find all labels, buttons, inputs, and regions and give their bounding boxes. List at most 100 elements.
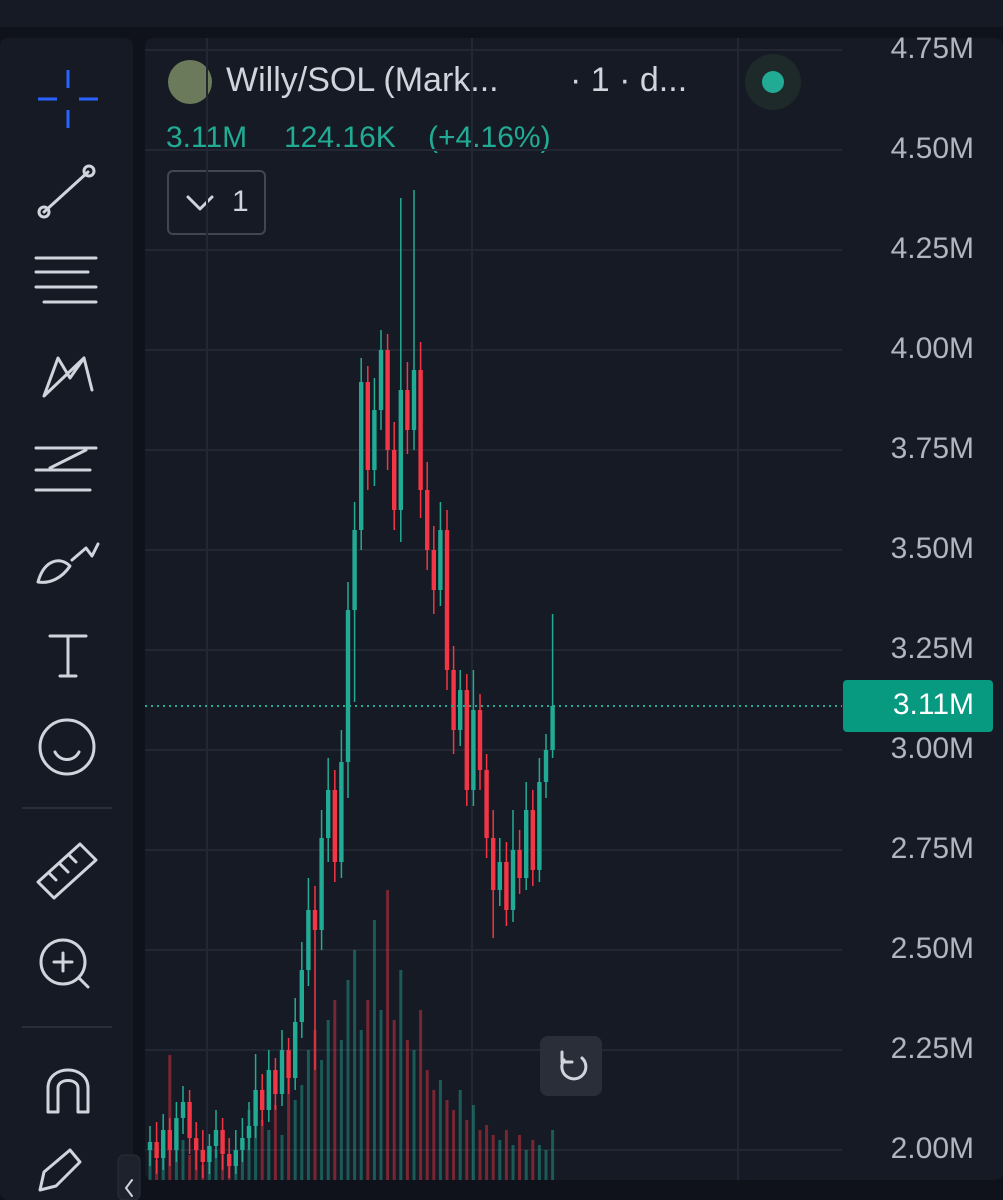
toolbar-separator (22, 807, 112, 1028)
trend-line-icon[interactable] (42, 170, 90, 214)
volume-bar (511, 1145, 515, 1180)
candle-body (438, 530, 443, 590)
candle-body (174, 1118, 179, 1150)
volume-bar (419, 1010, 423, 1180)
prediction-icon[interactable] (34, 446, 98, 492)
last-price-label: 3.11M (893, 688, 974, 721)
chart-panel (145, 38, 1003, 1180)
candle-body (200, 1150, 205, 1162)
candle-body (260, 1090, 265, 1110)
candle-body (207, 1146, 212, 1162)
candle-body (550, 706, 555, 750)
indicator-toggle[interactable] (167, 170, 266, 235)
volume-bar (432, 1090, 436, 1180)
volume-bar (366, 1000, 370, 1180)
y-tick-label: 3.00M (891, 732, 974, 765)
y-tick-label: 2.50M (891, 932, 974, 965)
icon-smile (53, 750, 81, 761)
crosshair-icon[interactable] (38, 70, 98, 128)
volume-bar (181, 1140, 185, 1180)
volume-bar (280, 1135, 284, 1180)
volume-bar (273, 1105, 277, 1180)
pencil-icon[interactable] (38, 1148, 82, 1192)
volume-bar (452, 1110, 456, 1180)
volume-bar (353, 950, 357, 1180)
candle-body (484, 770, 489, 838)
y-tick-label: 2.75M (891, 832, 974, 865)
candle-body (464, 690, 469, 790)
emoji-icon[interactable] (38, 718, 96, 776)
reset-icon (560, 1050, 588, 1081)
volume-bar (445, 1100, 449, 1180)
magnet-icon[interactable] (46, 1068, 90, 1114)
brush-icon[interactable] (36, 542, 100, 584)
volume-bar (544, 1150, 548, 1180)
candle-body (405, 390, 410, 430)
fib-icon[interactable] (34, 256, 98, 304)
candle-body (451, 670, 456, 730)
volume-bar (399, 970, 403, 1180)
last-price-box (843, 680, 993, 732)
y-tick-label: 4.50M (891, 132, 974, 165)
candle-body (504, 862, 509, 910)
icon-dot (82, 164, 96, 178)
collapse-button[interactable] (117, 1154, 141, 1200)
indicator-count[interactable]: 1 (232, 185, 249, 218)
candle-body (187, 1102, 192, 1138)
volume-bar (386, 890, 390, 1180)
change: 124.16K (284, 121, 396, 154)
volume-bar (551, 1130, 555, 1180)
plot (145, 38, 842, 1180)
candle-body (537, 782, 542, 870)
candle-body (240, 1138, 245, 1150)
volume-bar (168, 1055, 172, 1180)
candle-body (458, 690, 463, 730)
toolbar-icons[interactable] (22, 70, 112, 1192)
volume-bar (333, 1000, 337, 1180)
y-tick-label: 4.00M (891, 332, 974, 365)
candle-body (491, 838, 496, 890)
candle-body (161, 1130, 166, 1158)
candle-body (431, 550, 436, 590)
volume-bar (260, 1120, 264, 1180)
y-tick-label: 3.25M (891, 632, 974, 665)
ruler-icon[interactable] (36, 842, 98, 900)
zoom-icon[interactable] (39, 938, 87, 986)
candle-body (293, 1022, 298, 1078)
y-tick-label: 3.75M (891, 432, 974, 465)
volume-bar (412, 1050, 416, 1180)
candle-body (299, 970, 304, 1022)
volume-bar (300, 1085, 304, 1180)
candle-body (378, 350, 384, 410)
candle-body (326, 790, 331, 838)
candle-body (213, 1130, 219, 1146)
candle-body (418, 370, 423, 490)
icon-dot (37, 205, 51, 219)
volume-bar (359, 1030, 363, 1180)
status-dot (762, 71, 784, 93)
text-icon[interactable] (48, 634, 88, 678)
y-tick-label: 3.50M (891, 532, 974, 565)
volume-bar (392, 1020, 396, 1180)
volume-bar (471, 1105, 475, 1180)
candle-body (233, 1150, 238, 1166)
symbol-name[interactable]: Willy/SOL (Mark... (226, 61, 499, 99)
volume-bar (313, 1030, 317, 1180)
candle-body (312, 910, 318, 930)
candle-body (253, 1090, 258, 1126)
candle-body (339, 762, 344, 862)
top-bar (0, 0, 1003, 27)
volume-bar (504, 1130, 508, 1180)
icon-plus (52, 951, 90, 989)
candle-body (497, 862, 502, 890)
interval[interactable]: · 1 · d... (570, 61, 687, 99)
reset-button[interactable] (540, 1036, 602, 1096)
candle-body (279, 1050, 285, 1094)
candle-body (345, 610, 351, 762)
volume-bar (405, 1040, 409, 1180)
candle-body (266, 1070, 271, 1110)
volume-bar (372, 920, 376, 1180)
pattern-icon[interactable] (42, 356, 94, 398)
candle-body (524, 810, 529, 878)
